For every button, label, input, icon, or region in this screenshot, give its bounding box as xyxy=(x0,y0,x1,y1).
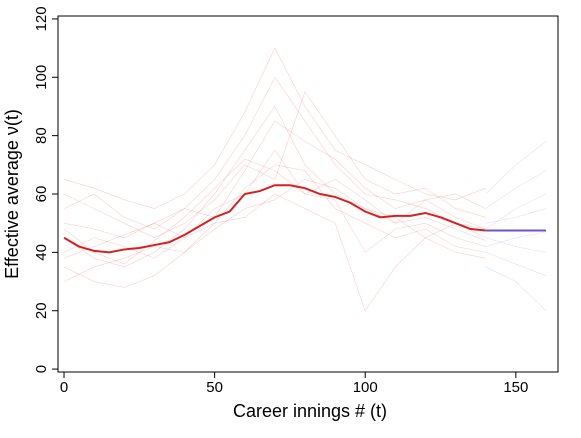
series-line xyxy=(485,208,547,224)
y-tick-label: 80 xyxy=(33,127,50,144)
series-line xyxy=(63,179,486,282)
series-line xyxy=(485,266,547,311)
series-line xyxy=(485,193,547,230)
series-line xyxy=(63,184,486,254)
x-tick-label: 150 xyxy=(503,379,528,396)
series-line xyxy=(63,149,486,259)
series-line xyxy=(485,170,547,209)
y-tick-label: 100 xyxy=(33,65,50,90)
series-line xyxy=(63,76,486,239)
y-tick-label: 0 xyxy=(33,365,50,373)
series-line xyxy=(485,237,547,253)
series-line xyxy=(63,91,486,239)
y-tick-label: 20 xyxy=(33,302,50,319)
series-line xyxy=(63,47,486,209)
x-tick-label: 0 xyxy=(60,379,68,396)
x-axis-label: Career innings # (t) xyxy=(233,401,387,421)
series-line xyxy=(63,105,486,268)
y-axis-label: Effective average ν(t) xyxy=(2,109,22,279)
x-tick-label: 100 xyxy=(353,379,378,396)
x-tick-label: 50 xyxy=(206,379,223,396)
series-line xyxy=(63,120,486,239)
series-line xyxy=(63,193,486,312)
y-tick-label: 120 xyxy=(33,6,50,31)
series-line xyxy=(485,141,547,195)
series-line xyxy=(485,231,547,247)
y-tick-label: 40 xyxy=(33,244,50,261)
series-line xyxy=(485,252,547,276)
y-tick-label: 60 xyxy=(33,186,50,203)
series-line xyxy=(63,158,486,265)
plot-frame xyxy=(57,15,559,373)
series-line xyxy=(63,164,486,288)
